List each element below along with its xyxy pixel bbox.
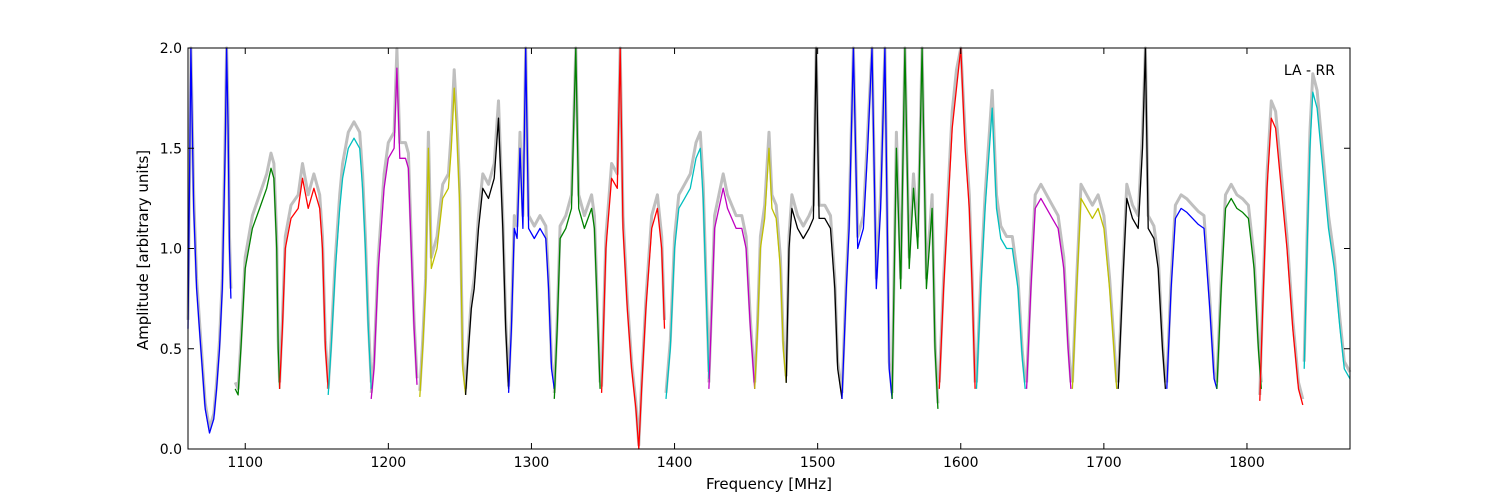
series-line-24 (1259, 117, 1304, 406)
series-line-7 (464, 117, 510, 395)
series-line-17 (938, 47, 976, 389)
y-tick-label: 1.0 (160, 242, 182, 258)
series-line-19 (1025, 197, 1072, 389)
x-tick-label: 1300 (514, 455, 550, 471)
x-tick-label: 1800 (1229, 455, 1265, 471)
series-line-21 (1117, 47, 1167, 389)
x-axis: 1100 1200 1300 1400 1500 1600 1700 1800 (227, 48, 1265, 471)
x-tick-label: 1200 (371, 455, 407, 471)
series-line-6 (419, 87, 467, 397)
y-tick-label: 1.5 (160, 141, 182, 157)
series-line-9 (553, 47, 601, 399)
x-tick-label: 1500 (800, 455, 836, 471)
series-line-25 (1303, 91, 1351, 380)
series-line-12 (708, 187, 756, 389)
series-line-18 (975, 107, 1026, 389)
series-line-13 (754, 147, 787, 389)
plot-area (188, 48, 1350, 449)
series-line-5 (370, 67, 418, 399)
series-line-3 (278, 177, 329, 389)
series-line-1 (187, 47, 232, 434)
series-line-16 (891, 47, 939, 409)
series-line-2 (234, 167, 281, 396)
series-line-10 (600, 47, 666, 450)
y-tick-label: 0.0 (160, 442, 182, 458)
reference-line-10 (600, 46, 666, 447)
x-axis-label: Frequency [MHz] (706, 475, 832, 493)
y-axis: 0.0 0.5 1.0 1.5 2.0 (160, 41, 1350, 458)
x-tick-label: 1100 (227, 455, 263, 471)
series-layer (187, 47, 1351, 450)
x-tick-label: 1700 (1086, 455, 1122, 471)
series-line-4 (327, 137, 372, 395)
series-line-23 (1216, 197, 1262, 389)
series-line-11 (665, 147, 710, 399)
series-line-22 (1166, 207, 1218, 390)
series-line-20 (1071, 197, 1118, 389)
series-line-14 (785, 47, 843, 399)
y-axis-label: Amplitude [arbitrary units] (134, 150, 152, 350)
annotation-label: LA - RR (1284, 63, 1335, 79)
series-line-8 (507, 47, 555, 393)
y-tick-label: 0.5 (160, 342, 182, 358)
x-tick-label: 1400 (657, 455, 693, 471)
y-tick-label: 2.0 (160, 41, 182, 57)
x-tick-label: 1600 (943, 455, 979, 471)
